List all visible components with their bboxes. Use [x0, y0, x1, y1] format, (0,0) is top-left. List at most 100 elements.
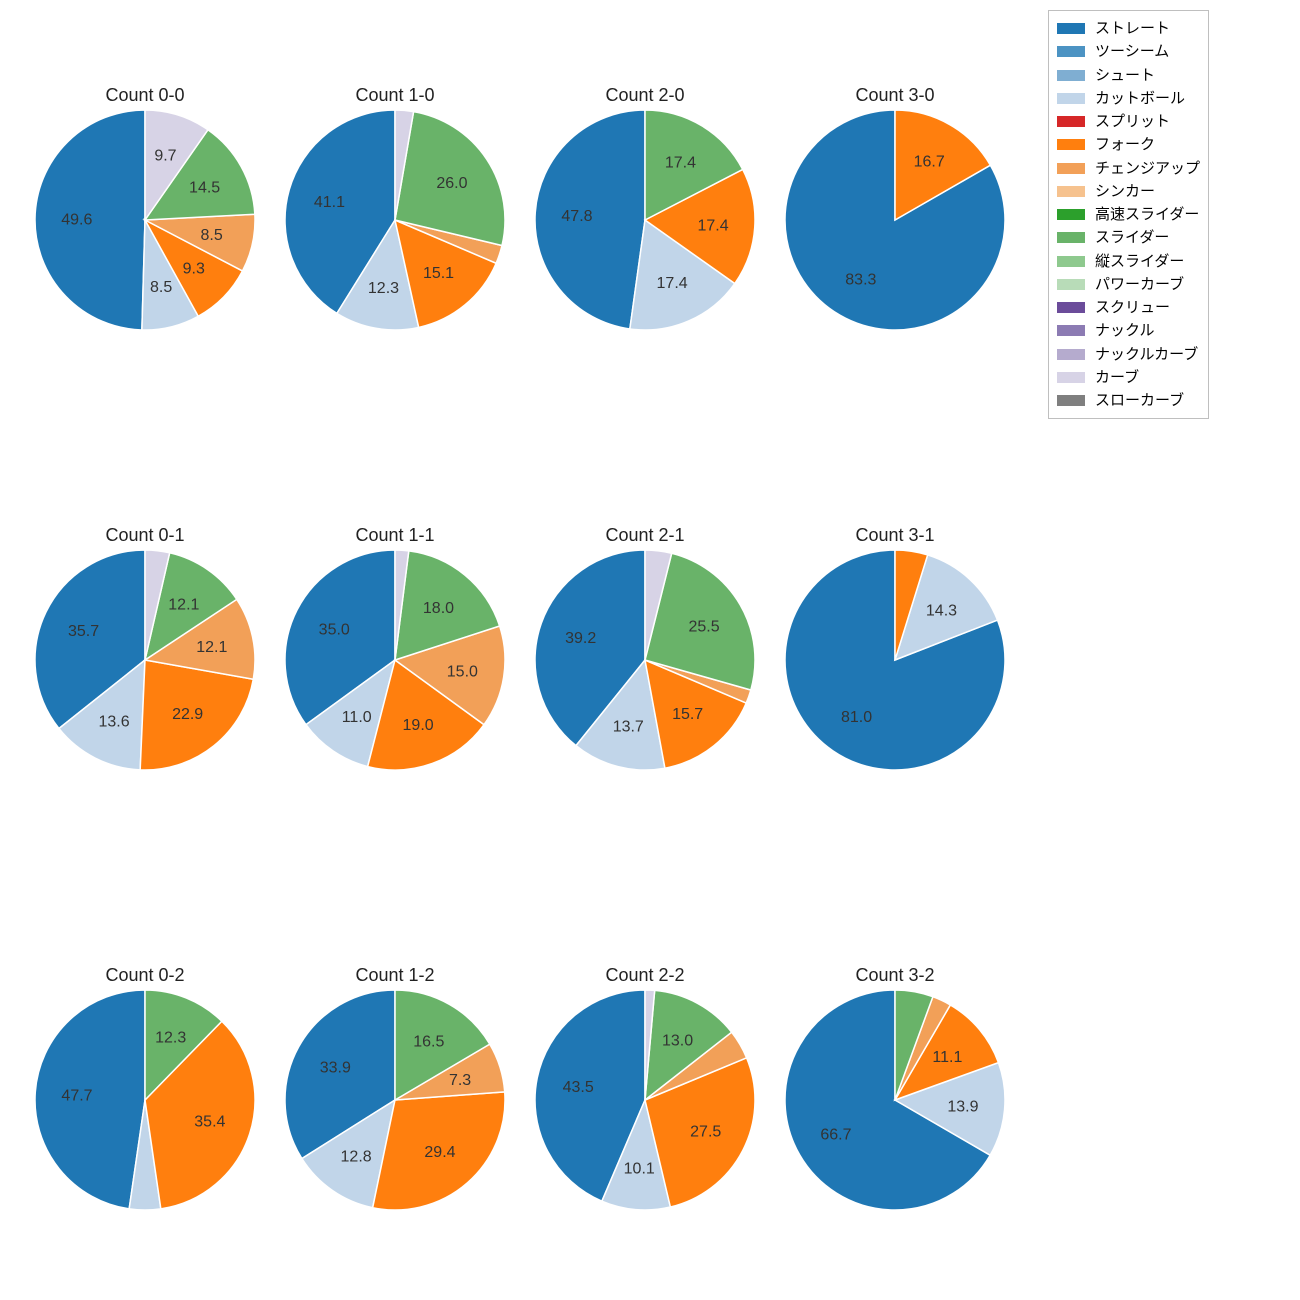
slice-label: 22.9: [172, 706, 203, 723]
slice-label: 8.5: [150, 279, 172, 296]
slice-label: 13.7: [613, 719, 644, 736]
slice-label: 26.0: [436, 175, 467, 192]
pie-chart: 81.0 14.3: [745, 510, 1045, 810]
legend-item-changeup: チェンジアップ: [1057, 157, 1200, 180]
slice-label: 83.3: [845, 272, 876, 289]
legend-item-knuckle: ナックル: [1057, 319, 1200, 342]
legend-swatch: [1057, 256, 1085, 267]
slice-label: 8.5: [201, 227, 223, 244]
legend-label: ナックルカーブ: [1095, 343, 1198, 366]
legend-item-v_slider: 縦スライダー: [1057, 250, 1200, 273]
slice-label: 66.7: [820, 1127, 851, 1144]
slice-label: 43.5: [563, 1079, 594, 1096]
slice-label: 35.7: [68, 623, 99, 640]
legend-swatch: [1057, 302, 1085, 313]
legend-item-knuckle_curve: ナックルカーブ: [1057, 343, 1200, 366]
legend-swatch: [1057, 186, 1085, 197]
slice-label: 10.1: [624, 1161, 655, 1178]
slice-label: 33.9: [320, 1060, 351, 1077]
pie-chart: 83.3 16.7: [745, 70, 1045, 370]
legend-label: パワーカーブ: [1095, 273, 1184, 296]
legend-swatch: [1057, 163, 1085, 174]
legend-swatch: [1057, 325, 1085, 336]
legend-swatch: [1057, 232, 1085, 243]
legend-swatch: [1057, 209, 1085, 220]
slice-label: 15.0: [447, 663, 478, 680]
slice-label: 35.4: [194, 1114, 225, 1131]
legend-label: フォーク: [1095, 133, 1155, 156]
slice-label: 13.9: [947, 1099, 978, 1116]
slice-label: 12.1: [196, 639, 227, 656]
slice-label: 15.7: [672, 706, 703, 723]
legend-item-slider: スライダー: [1057, 226, 1200, 249]
legend-item-split: スプリット: [1057, 110, 1200, 133]
legend-swatch: [1057, 93, 1085, 104]
legend-item-power_curve: パワーカーブ: [1057, 273, 1200, 296]
slice-label: 16.5: [413, 1033, 444, 1050]
legend-item-two_seam: ツーシーム: [1057, 40, 1200, 63]
legend-item-fork: フォーク: [1057, 133, 1200, 156]
slice-label: 39.2: [565, 630, 596, 647]
legend-label: 高速スライダー: [1095, 203, 1199, 226]
slice-label: 12.8: [341, 1149, 372, 1166]
legend-swatch: [1057, 395, 1085, 406]
slice-label: 12.3: [155, 1029, 186, 1046]
slice-label: 17.4: [697, 217, 728, 234]
legend-label: スクリュー: [1095, 296, 1170, 319]
slice-label: 47.8: [561, 208, 592, 225]
legend-item-cutter: カットボール: [1057, 87, 1200, 110]
slice-label: 47.7: [61, 1088, 92, 1105]
slice-label: 12.3: [368, 280, 399, 297]
slice-label: 9.3: [183, 260, 205, 277]
slice-label: 12.1: [168, 597, 199, 614]
legend-swatch: [1057, 139, 1085, 150]
legend-swatch: [1057, 23, 1085, 34]
legend-item-straight: ストレート: [1057, 17, 1200, 40]
slice-label: 19.0: [403, 717, 434, 734]
legend-label: シュート: [1095, 64, 1155, 87]
slice-label: 41.1: [314, 194, 345, 211]
legend-label: ツーシーム: [1095, 40, 1169, 63]
legend-swatch: [1057, 372, 1085, 383]
slice-label: 27.5: [690, 1124, 721, 1141]
slice-label: 81.0: [841, 709, 872, 726]
legend-item-sinker: シンカー: [1057, 180, 1200, 203]
slice-label: 16.7: [914, 154, 945, 171]
slice-label: 11.0: [342, 709, 372, 726]
slice-label: 7.3: [449, 1072, 471, 1089]
legend-swatch: [1057, 46, 1085, 57]
legend-label: スローカーブ: [1095, 389, 1184, 412]
slice-label: 29.4: [424, 1144, 455, 1161]
legend-item-shoot: シュート: [1057, 64, 1200, 87]
slice-label: 14.5: [189, 179, 220, 196]
legend: ストレートツーシームシュートカットボールスプリットフォークチェンジアップシンカー…: [1048, 10, 1209, 419]
legend-label: カーブ: [1095, 366, 1139, 389]
slice-label: 13.0: [662, 1033, 693, 1050]
slice-label: 35.0: [319, 622, 350, 639]
legend-label: ナックル: [1095, 319, 1155, 342]
slice-label: 17.4: [657, 275, 688, 292]
pie-chart: 66.7 13.9 11.1: [745, 950, 1045, 1250]
legend-label: シンカー: [1095, 180, 1155, 203]
legend-label: スプリット: [1095, 110, 1170, 133]
legend-label: ストレート: [1095, 17, 1170, 40]
slice-label: 11.1: [932, 1049, 962, 1066]
slice-label: 15.1: [423, 265, 454, 282]
legend-swatch: [1057, 349, 1085, 360]
legend-item-screw: スクリュー: [1057, 296, 1200, 319]
legend-item-fast_slider: 高速スライダー: [1057, 203, 1200, 226]
slice-label: 49.6: [61, 212, 92, 229]
legend-label: チェンジアップ: [1095, 157, 1200, 180]
slice-label: 9.7: [154, 148, 176, 165]
legend-item-slow_curve: スローカーブ: [1057, 389, 1200, 412]
slice-label: 25.5: [688, 618, 719, 635]
slice-label: 13.6: [98, 713, 129, 730]
slice-label: 17.4: [665, 154, 696, 171]
slice-label: 14.3: [926, 603, 957, 620]
legend-swatch: [1057, 279, 1085, 290]
legend-swatch: [1057, 70, 1085, 81]
legend-label: 縦スライダー: [1095, 250, 1184, 273]
legend-item-curve: カーブ: [1057, 366, 1200, 389]
slice-label: 18.0: [423, 600, 454, 617]
legend-label: スライダー: [1095, 226, 1169, 249]
